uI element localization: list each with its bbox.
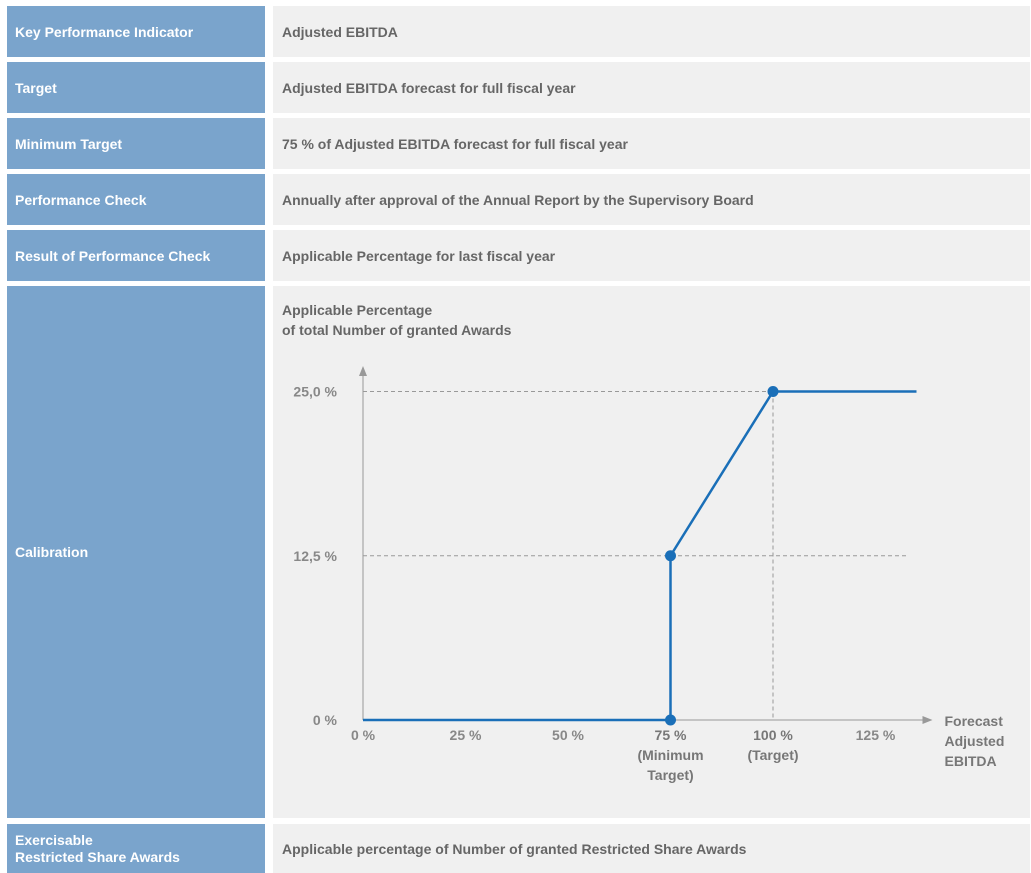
row-minimum-target: Minimum Target 75 % of Adjusted EBITDA f… [7,118,1030,169]
x-tick-label-1-0: 25 % [450,727,482,743]
row-performance-check: Performance Check Annually after approva… [7,174,1030,225]
calibration-label: Calibration [7,286,265,818]
kpi-value: Adjusted EBITDA [273,6,1030,57]
data-point-1 [665,550,676,562]
result-label: Result of Performance Check [7,230,265,281]
x-tick-label-3-1: (Minimum [637,747,703,763]
chart-title: Applicable Percentage of total Number of… [282,300,511,340]
x-tick-label-3-2: Target) [647,767,693,783]
performance-check-value: Annually after approval of the Annual Re… [273,174,1030,225]
result-value: Applicable Percentage for last fiscal ye… [273,230,1030,281]
y-tick-label-1: 12,5 % [293,548,337,564]
calibration-chart: 0 % 12,5 % 25,0 % 0 % 25 % 50 % 75 % (Minimum Ta… [293,366,1005,783]
x-axis-title-2: EBITDA [945,753,997,769]
calibration-chart-panel: Applicable Percentage of total Number of… [273,286,1030,818]
x-axis-title-1: Adjusted [945,733,1005,749]
row-target: Target Adjusted EBITDA forecast for full… [7,62,1030,113]
performance-check-label: Performance Check [7,174,265,225]
x-tick-label-3-0: 75 % [655,727,687,743]
x-axis-title-0: Forecast [945,713,1004,729]
target-value: Adjusted EBITDA forecast for full fiscal… [273,62,1030,113]
target-label: Target [7,62,265,113]
chart-title-line2: of total Number of granted Awards [282,322,512,338]
x-tick-label-2-0: 50 % [552,727,584,743]
row-calibration: Calibration Applicable Percentage of tot… [7,286,1030,818]
x-tick-label-5-0: 125 % [856,727,896,743]
exercisable-value: Applicable percentage of Number of grant… [273,824,1030,873]
x-tick-label-4-1: (Target) [747,747,798,763]
y-tick-label-0: 0 % [313,712,338,728]
exercisable-label: Exercisable Restricted Share Awards [7,824,265,873]
minimum-target-value: 75 % of Adjusted EBITDA forecast for ful… [273,118,1030,169]
exercisable-label-line2: Restricted Share Awards [15,848,180,865]
exercisable-label-line1: Exercisable [15,831,93,848]
y-tick-label-2: 25,0 % [293,384,337,400]
row-result: Result of Performance Check Applicable P… [7,230,1030,281]
data-point-2 [767,386,779,397]
kpi-label: Key Performance Indicator [7,6,265,57]
minimum-target-label: Minimum Target [7,118,265,169]
x-tick-label-0-0: 0 % [351,727,376,743]
x-tick-label-4-0: 100 % [753,727,793,743]
y-axis-arrow [359,366,367,376]
row-exercisable: Exercisable Restricted Share Awards Appl… [7,824,1030,873]
row-kpi: Key Performance Indicator Adjusted EBITD… [7,6,1030,57]
chart-title-line1: Applicable Percentage [282,302,433,318]
x-axis-arrow [922,716,933,724]
data-point-0 [665,714,676,726]
